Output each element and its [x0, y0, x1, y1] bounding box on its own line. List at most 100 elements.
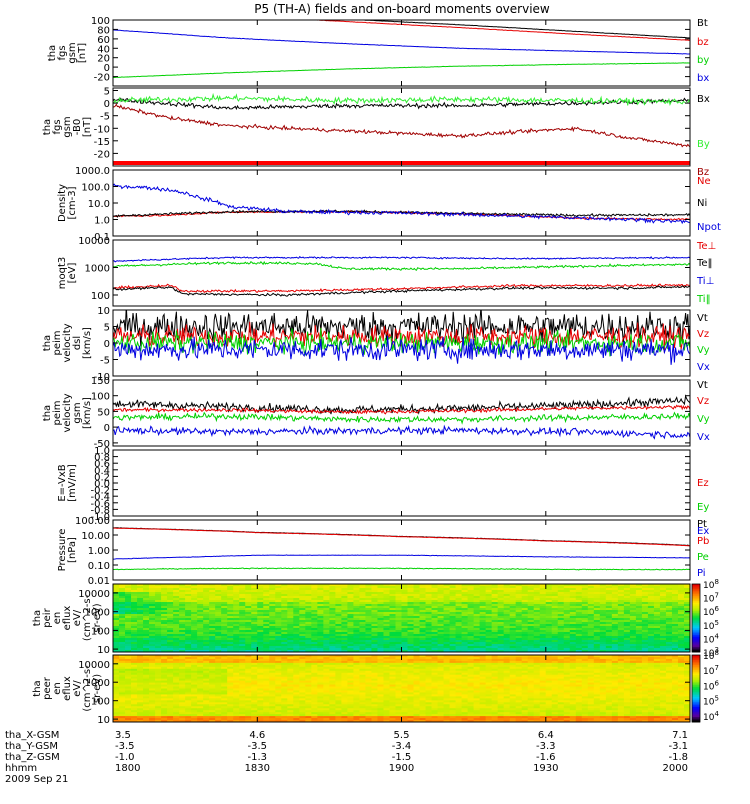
legend-temp-1: Te‖	[696, 258, 713, 269]
panel-efield: EzEyEx1.00.80.60.40.20.0-0.2-0.4-0.6-0.8…	[57, 446, 709, 537]
colorbar-tick-label: 106	[703, 605, 719, 618]
ylabel-density: [cm-3]	[67, 186, 78, 219]
x-axis-value: -3.1	[668, 741, 688, 752]
ylabel-peer: sr-eV)	[92, 674, 103, 703]
ytick-label-vel_dsl: 5	[104, 323, 110, 334]
legend-vel_dsl-0: Vt	[697, 313, 708, 324]
ytick-label-efs: -15	[94, 137, 110, 148]
panel-temp-frame	[113, 240, 690, 306]
ytick-label-density: 10.0	[88, 199, 110, 210]
series-vel_gsm-Vy	[113, 413, 690, 423]
ytick-label-density: 1.0	[94, 216, 110, 227]
legend-vel_gsm-0: Vt	[697, 380, 708, 391]
ytick-label-temp: 10000	[78, 236, 110, 247]
legend-temp-3: Ti‖	[696, 294, 711, 305]
panel-pressure-frame	[113, 520, 690, 580]
x-axis-value: -1.6	[536, 752, 556, 763]
ytick-label-temp: 100	[91, 291, 110, 302]
panel-pressure-data	[113, 528, 690, 570]
ytick-label-density: 1000.0	[75, 166, 110, 177]
x-axis-value: -3.5	[248, 741, 268, 752]
x-axis-value: 4.6	[249, 730, 265, 741]
panel-temp-data	[113, 257, 690, 297]
x-axis-value: -3.5	[115, 741, 135, 752]
colorbar-tick-label: 104	[703, 632, 719, 645]
legend-vel_gsm-3: Vx	[697, 432, 710, 443]
colorbar-tick-label: 105	[703, 619, 719, 632]
panel-peir-data	[113, 584, 691, 653]
series-density-Npot	[113, 184, 690, 223]
x-axis-annotations: tha_X-GSM 3.5 4.6 5.5 6.4 7.1 tha_Y-GSM -3.5 -3.…	[5, 730, 688, 785]
legend-vel_dsl-2: Vy	[697, 345, 710, 356]
x-axis-value: 1800	[115, 763, 140, 774]
colorbar-tick-label: 106	[703, 680, 719, 693]
x-axis-value: -1.3	[248, 752, 268, 763]
x-axis-row-label: hhmm	[5, 763, 37, 774]
ytick-label-pressure: 0.10	[88, 561, 110, 572]
legend-efs-1: By	[697, 139, 710, 150]
ytick-label-density: 100.0	[81, 183, 110, 194]
legend-temp-2: Ti⊥	[696, 276, 714, 287]
series-temp-Ti⊥	[113, 257, 690, 262]
x-axis-value: 1830	[245, 763, 270, 774]
ytick-label-pressure: 0.01	[88, 576, 110, 587]
ylabel-vel_dsl: [km/s]	[82, 327, 93, 359]
x-axis-row-label: tha_Y-GSM	[5, 741, 58, 752]
x-axis-row-label: tha_Z-GSM	[5, 752, 60, 763]
x-axis-value: 7.1	[672, 730, 688, 741]
series-fgs-by	[113, 63, 690, 78]
x-axis-value: -3.3	[536, 741, 556, 752]
plot-title: P5 (TH-A) fields and on-board moments ov…	[254, 2, 550, 16]
ylabel-pressure: [nPa]	[67, 537, 78, 563]
x-axis-value: -1.8	[668, 752, 688, 763]
colorbar-tick-label: 105	[703, 695, 719, 708]
legend-efield-0: Ez	[697, 478, 709, 489]
series-efs-Bz	[113, 104, 690, 146]
ylabel-fgs: [nT]	[77, 43, 88, 63]
ytick-label-peer: 10	[97, 715, 110, 726]
x-axis-value: 3.5	[115, 730, 131, 741]
panel-density: NeNiNpot1000.0100.010.01.00.1Density[cm-…	[57, 166, 721, 243]
panel-vel_gsm-data	[113, 396, 690, 438]
ytick-label-efs: -5	[100, 112, 110, 123]
ytick-label-vel_gsm: 100	[91, 392, 110, 403]
ylabel-temp: [eV]	[67, 263, 78, 284]
x-axis-value: 5.5	[394, 730, 410, 741]
series-pressure-Pb	[113, 528, 690, 546]
x-axis-row-label: tha_X-GSM	[5, 730, 59, 741]
colorbar-tick-label: 107	[703, 664, 719, 677]
ylabel-peir: sr-eV)	[92, 603, 103, 632]
legend-density-1: Ni	[697, 198, 707, 209]
colorbar-tick-label: 104	[703, 710, 719, 723]
x-axis-value: -1.0	[115, 752, 135, 763]
ytick-label-pressure: 1.00	[88, 546, 110, 557]
panel-efield-frame	[113, 450, 690, 516]
legend-vel_gsm-1: Vz	[697, 396, 709, 407]
ylabel-efield: [mV/m]	[67, 464, 78, 502]
x-axis-value: 2000	[663, 763, 688, 774]
ytick-label-vel_gsm: 150	[91, 376, 110, 387]
panel-density-data	[113, 184, 690, 223]
colorbar-tick-label: 107	[703, 592, 719, 605]
series-pressure-Pi	[113, 555, 690, 559]
legend-fgs-1: bz	[697, 37, 709, 48]
x-axis-value: 6.4	[538, 730, 554, 741]
panel-efs-data	[113, 95, 690, 147]
ytick-label-temp: 1000	[85, 264, 110, 275]
legend-vel_gsm-2: Vy	[697, 414, 710, 425]
ytick-label-peir: 10	[97, 645, 110, 656]
series-pressure-Pe	[113, 568, 690, 570]
legend-efield-1: Ey	[697, 502, 709, 513]
ylabel-vel_gsm: [km/s]	[82, 397, 93, 429]
legend-pressure-3: Pi	[697, 568, 706, 579]
